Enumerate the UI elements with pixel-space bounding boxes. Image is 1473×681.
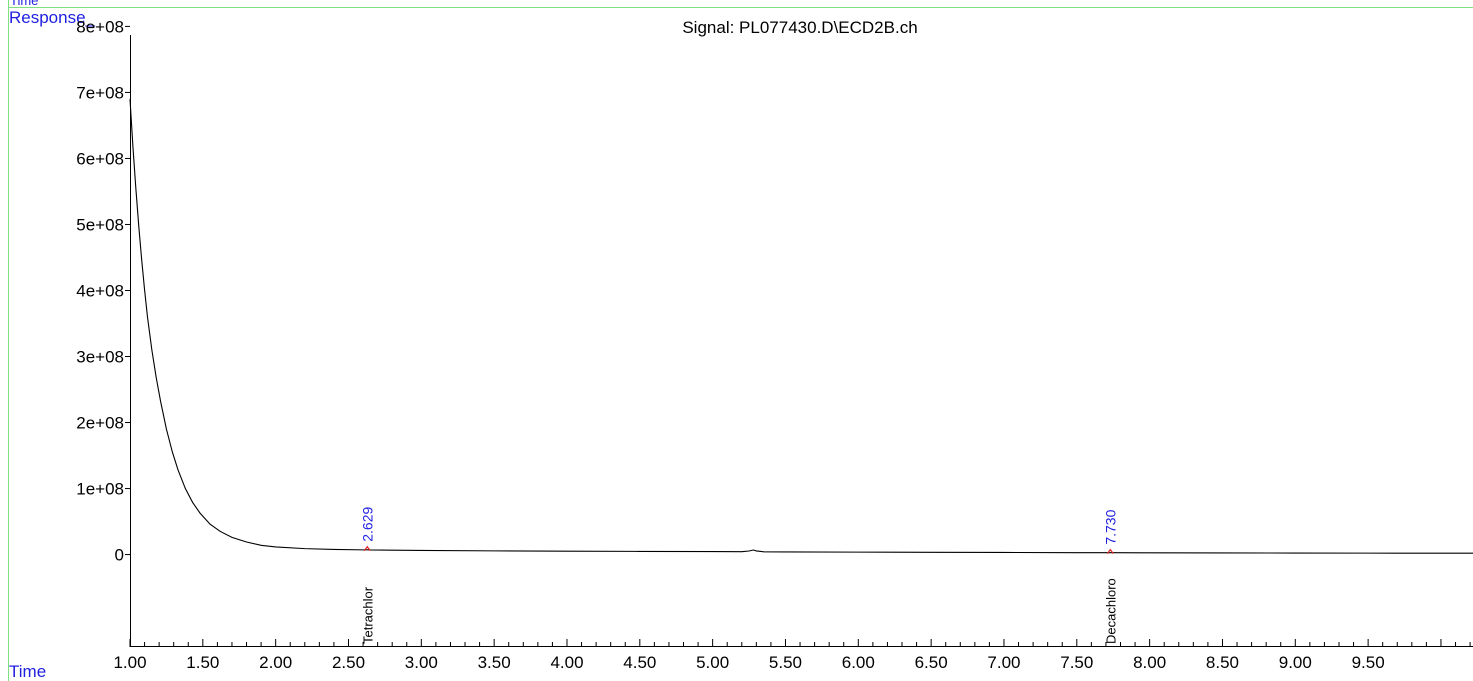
x-tick-label: 4.50: [623, 653, 656, 672]
y-tick-label: 8e+08: [76, 17, 124, 36]
x-tick-label: 6.00: [842, 653, 875, 672]
x-tick-label: 1.00: [113, 653, 146, 672]
peak-annotation-group: 2.629 Tetrachlor 7.730 Decachloro: [359, 507, 1118, 644]
x-tick-label: 3.50: [478, 653, 511, 672]
x-tick-label: 6.50: [915, 653, 948, 672]
x-tick-label: 5.50: [769, 653, 802, 672]
y-tick-label: 5e+08: [76, 215, 124, 234]
x-tick-label: 4.00: [550, 653, 583, 672]
x-tick-label: 5.00: [696, 653, 729, 672]
x-tick-label: 7.00: [987, 653, 1020, 672]
y-tick-label: 6e+08: [76, 149, 124, 168]
peak-retention-time: 2.629: [359, 507, 375, 542]
signal-trace: [129, 98, 1473, 554]
x-tick-label: 3.00: [405, 653, 438, 672]
y-tick-label: 7e+08: [76, 83, 124, 102]
x-tick-label: 9.00: [1279, 653, 1312, 672]
peak-retention-time: 7.730: [1102, 509, 1118, 544]
y-tick-label: 2e+08: [76, 414, 124, 433]
peak-compound-name: Tetrachlor: [360, 586, 375, 644]
x-axis-label: Time: [9, 662, 46, 681]
x-tick-group: 1.00 1.50 2.00 2.50 3.00 3.50 4.00 4.50 5.00 5.50…: [113, 639, 1471, 672]
y-tick-label: 1e+08: [76, 480, 124, 499]
peak-compound-name: Decachloro: [1103, 578, 1118, 644]
x-tick-label: 2.50: [332, 653, 365, 672]
chart-title: Signal: PL077430.D\ECD2B.ch: [682, 18, 917, 37]
y-tick-label: 4e+08: [76, 281, 124, 300]
corner-time-label: Time: [10, 0, 38, 8]
x-tick-label: 8.50: [1206, 653, 1239, 672]
peak-marker: [1106, 548, 1114, 555]
x-tick-label: 2.00: [259, 653, 292, 672]
y-axis-label: Response_: [9, 8, 96, 27]
y-tick-label: 3e+08: [76, 348, 124, 367]
x-tick-label: 7.50: [1060, 653, 1093, 672]
y-tick-group: 0 1e+08 2e+08 3e+08 4e+08 5e+08 6e+08 7e+08 8e+0…: [76, 17, 130, 565]
x-tick-label: 1.50: [186, 653, 219, 672]
x-tick-label: 9.50: [1352, 653, 1385, 672]
x-tick-label: 8.00: [1133, 653, 1166, 672]
peak-marker: [363, 545, 371, 552]
y-tick-label: 0: [115, 546, 124, 565]
